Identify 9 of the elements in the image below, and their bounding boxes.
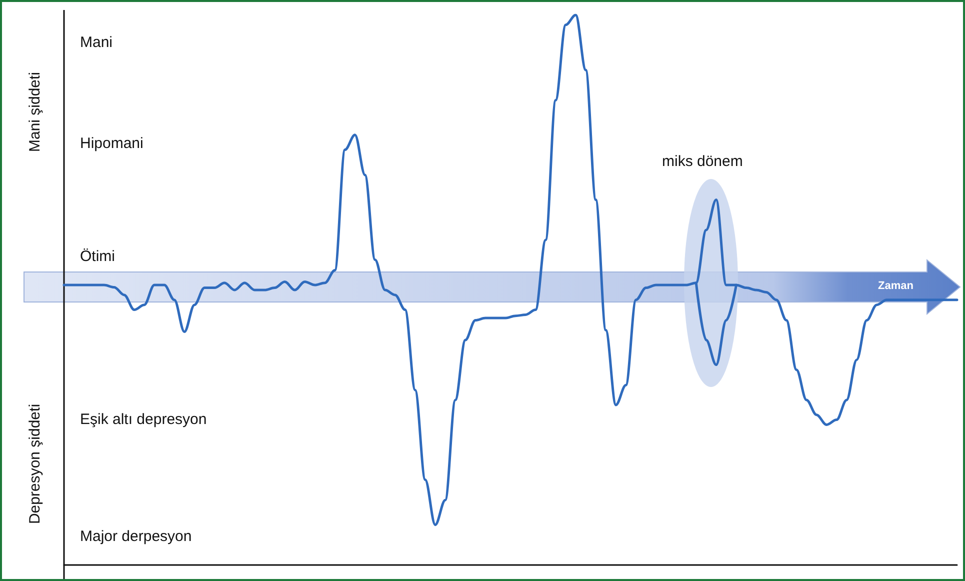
annotation: Hipomani bbox=[80, 135, 144, 152]
y-axis-title: Mani şiddeti bbox=[26, 72, 44, 152]
annotation: Zaman bbox=[878, 280, 914, 292]
annotation: miks dönem bbox=[662, 153, 743, 170]
annotation: Major derpesyon bbox=[80, 528, 192, 545]
annotation: Mani bbox=[80, 34, 113, 51]
annotation: Eşik altı depresyon bbox=[80, 411, 207, 428]
annotation: Ötimi bbox=[80, 248, 115, 265]
text: Depresyon şiddeti bbox=[26, 404, 44, 524]
